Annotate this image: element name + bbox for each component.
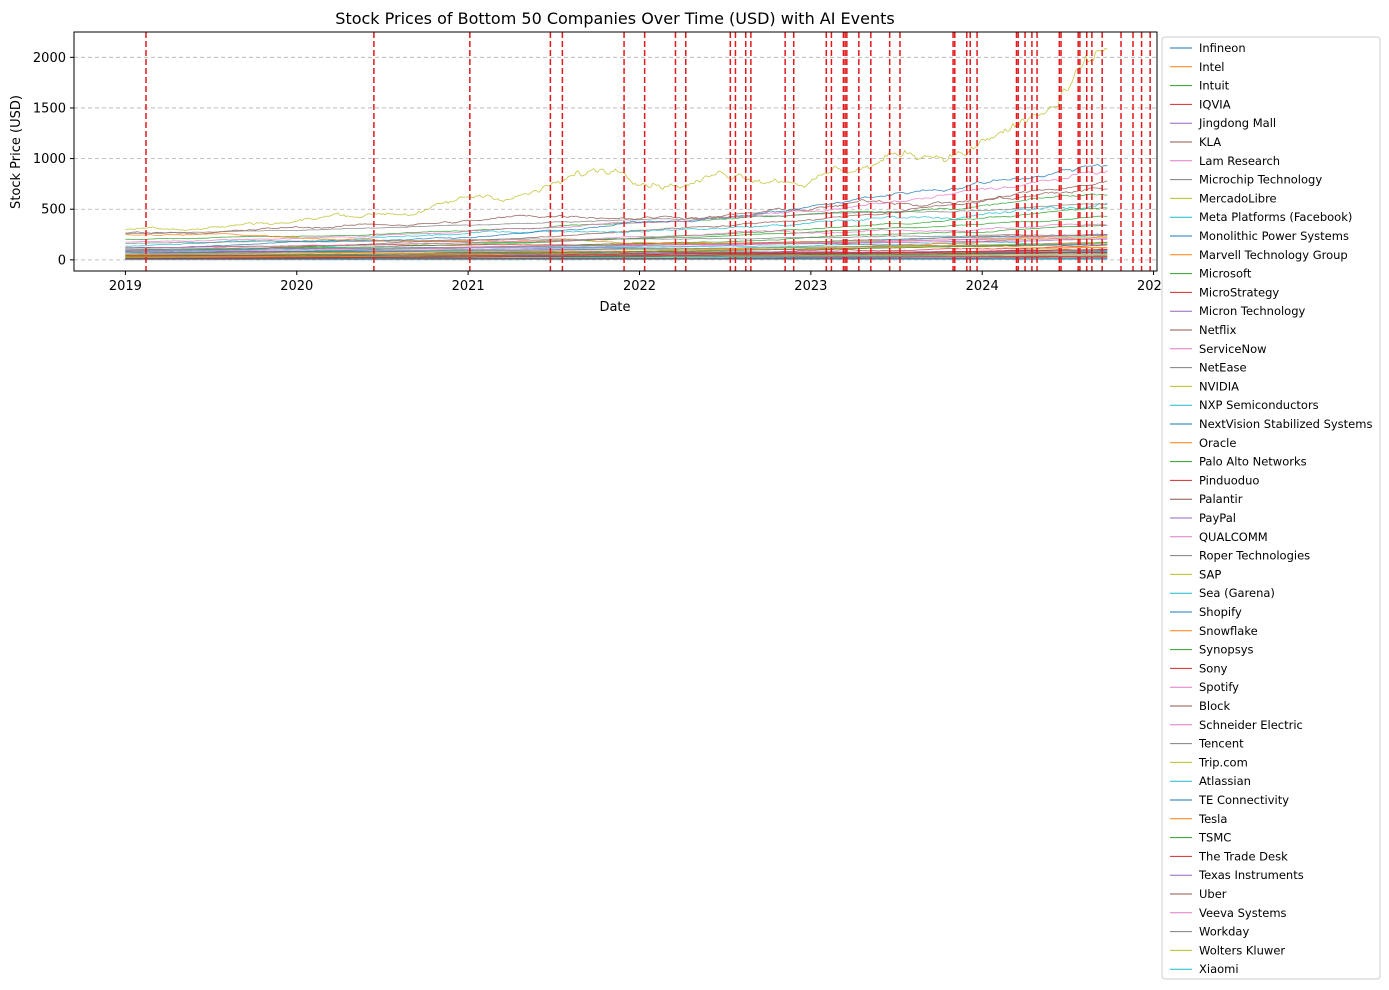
legend-label: NXP Semiconductors — [1199, 398, 1319, 412]
series-line — [125, 257, 1108, 260]
legend-label: Jingdong Mall — [1198, 116, 1276, 130]
y-axis-ticks: 0 500 1000 1500 2000 — [33, 51, 74, 268]
legend-label: Roper Technologies — [1199, 549, 1310, 563]
legend-label: Snowflake — [1199, 624, 1258, 638]
x-tick-label: 2021 — [452, 279, 485, 294]
y-axis-label: Stock Price (USD) — [9, 95, 24, 209]
series-line — [125, 233, 1108, 245]
legend-label: KLA — [1199, 135, 1221, 149]
legend-box — [1161, 36, 1381, 980]
legend-label: Micron Technology — [1199, 304, 1306, 318]
y-tick-label: 0 — [58, 253, 66, 268]
y-tick-label: 500 — [41, 203, 66, 218]
series-line — [125, 193, 1108, 241]
y-tick-label: 1500 — [33, 101, 66, 116]
y-tick-label: 2000 — [33, 51, 66, 66]
legend-label: NextVision Stabilized Systems — [1199, 417, 1372, 431]
legend-label: Intuit — [1199, 79, 1230, 93]
series-line — [125, 47, 1108, 231]
x-axis-label: Date — [599, 300, 630, 315]
series-line — [125, 238, 1108, 252]
series-lines — [125, 47, 1108, 261]
series-line — [125, 242, 1108, 255]
legend-label: PayPal — [1199, 511, 1236, 525]
legend-label: Sea (Garena) — [1199, 586, 1275, 600]
legend-label: NetEase — [1199, 361, 1247, 375]
legend-label: MicroStrategy — [1199, 285, 1279, 299]
legend-label: Meta Platforms (Facebook) — [1199, 210, 1352, 224]
legend-label: Lam Research — [1199, 154, 1280, 168]
legend-label: Workday — [1199, 925, 1249, 939]
legend-label: Block — [1199, 699, 1230, 713]
legend-label: IQVIA — [1199, 97, 1231, 111]
legend-label: Netflix — [1199, 323, 1237, 337]
legend-label: Texas Instruments — [1198, 868, 1304, 882]
legend-label: Palantir — [1199, 492, 1243, 506]
legend-label: Pinduoduo — [1199, 473, 1259, 487]
x-tick-label: 2022 — [623, 279, 656, 294]
legend-label: TSMC — [1198, 831, 1231, 845]
legend-label: Monolithic Power Systems — [1199, 229, 1349, 243]
series-line — [125, 252, 1108, 257]
legend-label: Schneider Electric — [1199, 718, 1303, 732]
series-line — [125, 187, 1108, 235]
legend-label: Veeva Systems — [1199, 906, 1287, 920]
legend-label: Synopsys — [1199, 643, 1254, 657]
legend-label: Spotify — [1199, 680, 1239, 694]
legend-label: Trip.com — [1198, 755, 1248, 769]
legend-label: Palo Alto Networks — [1199, 455, 1307, 469]
legend: Infineon Intel Intuit IQVIA Jingdong Mall KLA… — [1170, 41, 1372, 976]
chart-title: Stock Prices of Bottom 50 Companies Over… — [335, 9, 894, 28]
legend-label: TE Connectivity — [1198, 793, 1289, 807]
legend-label: Wolters Kluwer — [1199, 943, 1285, 957]
series-line — [125, 238, 1108, 251]
plot-border — [73, 31, 1158, 272]
series-line — [125, 241, 1108, 257]
series-line — [125, 203, 1108, 235]
series-line — [125, 223, 1108, 249]
series-line — [125, 258, 1108, 260]
legend-label: Xiaomi — [1199, 962, 1239, 976]
legend-label: ServiceNow — [1199, 342, 1267, 356]
x-tick-label: 2020 — [280, 279, 313, 294]
ai-event-lines — [145, 32, 1151, 271]
x-tick-label: 2024 — [966, 279, 999, 294]
series-line — [125, 224, 1108, 255]
legend-label: NVIDIA — [1199, 379, 1239, 393]
legend-label: MercadoLibre — [1199, 191, 1277, 205]
legend-label: Infineon — [1199, 41, 1246, 55]
series-line — [125, 170, 1108, 243]
legend-label: The Trade Desk — [1198, 849, 1288, 863]
y-tick-label: 1000 — [33, 152, 66, 167]
legend-label: Tencent — [1198, 737, 1244, 751]
legend-label: Microsoft — [1199, 267, 1252, 281]
legend-label: QUALCOMM — [1199, 530, 1268, 544]
legend-label: Oracle — [1199, 436, 1236, 450]
legend-label: Tesla — [1198, 812, 1227, 826]
series-line — [125, 163, 1108, 249]
legend-label: Microchip Technology — [1199, 173, 1322, 187]
legend-label: Uber — [1199, 887, 1227, 901]
legend-label: Shopify — [1199, 605, 1242, 619]
x-tick-label: 2023 — [794, 279, 827, 294]
legend-label: Atlassian — [1199, 774, 1251, 788]
x-tick-label: 2019 — [109, 279, 142, 294]
legend-label: Marvell Technology Group — [1199, 248, 1348, 262]
legend-label: Sony — [1199, 661, 1228, 675]
legend-label: SAP — [1199, 567, 1221, 581]
legend-label: Intel — [1199, 60, 1224, 74]
x-axis-ticks: 2019 2020 2021 2022 2023 2024 2025 — [109, 271, 1170, 294]
